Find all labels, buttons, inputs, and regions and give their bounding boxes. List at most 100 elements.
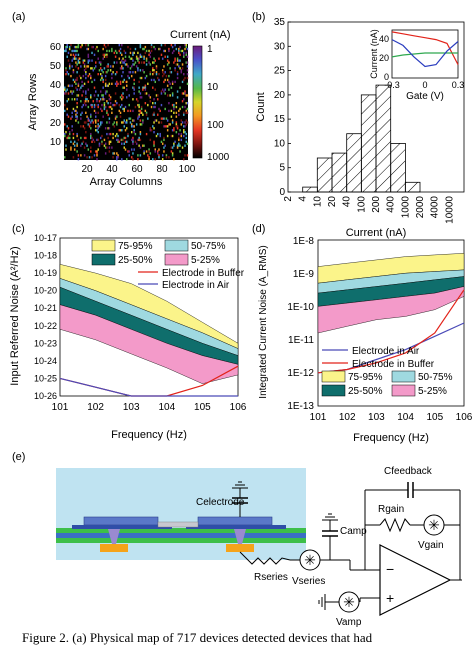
heatmap-cell	[124, 105, 127, 109]
heatmap-cell	[148, 148, 150, 151]
plot-d-ylabel: Integrated Current Noise (A_RMS)	[258, 245, 269, 398]
heatmap-cell	[98, 142, 101, 145]
x-tick: 104	[397, 412, 414, 423]
heatmap-cell	[67, 51, 70, 55]
histogram-xlabel: Current (nA)	[346, 227, 407, 239]
legend-label: 5-25%	[418, 386, 447, 397]
heatmap-cell	[127, 74, 129, 78]
heatmap-cell	[161, 154, 164, 157]
heatmap-cell	[128, 55, 130, 58]
heatmap-cell	[184, 47, 186, 51]
heatmap-cell	[117, 82, 119, 85]
colorbar-tick: 1000	[207, 152, 230, 163]
heatmap-cell	[71, 49, 73, 53]
heatmap-cell	[155, 71, 158, 74]
heatmap-cell	[93, 67, 96, 70]
heatmap-cell	[137, 59, 139, 62]
heatmap-cell	[82, 125, 85, 128]
heatmap-cell	[99, 123, 102, 126]
plot-d-bands	[317, 253, 465, 334]
heatmap-cell	[86, 65, 88, 68]
heatmap-cell	[161, 74, 164, 78]
heatmap-cell	[126, 119, 128, 122]
heatmap-cell	[168, 123, 170, 126]
heatmap-cell	[168, 49, 170, 53]
heatmap-cell	[98, 125, 101, 128]
heatmap-cell	[81, 142, 83, 145]
heatmap-cell	[77, 94, 80, 97]
y-tick: 35	[274, 17, 286, 28]
heatmap-cell	[72, 132, 75, 136]
y-tick: 10-19	[34, 268, 57, 278]
heatmap-cell	[122, 80, 124, 84]
heatmap-cell	[153, 57, 155, 60]
heatmap-cell	[161, 71, 164, 74]
heatmap-cell	[139, 132, 142, 136]
heatmap-cell	[153, 111, 155, 114]
heatmap-cell	[86, 115, 88, 118]
heatmap-cell	[173, 105, 175, 109]
heatmap-cell	[106, 49, 108, 53]
heatmap-cell	[148, 156, 150, 159]
heatmap-cell	[175, 111, 178, 114]
heatmap-cell	[184, 121, 186, 124]
heatmap-cell	[143, 152, 145, 155]
heatmap-cell	[183, 129, 185, 132]
y-tick: 1E-11	[288, 335, 314, 346]
heatmap-cell	[140, 55, 143, 58]
heatmap-cell	[183, 125, 185, 128]
y-tick: 1E-10	[287, 302, 314, 313]
heatmap-cell	[71, 115, 73, 118]
heatmap-cell	[112, 103, 114, 107]
heatmap-cell	[174, 44, 176, 47]
heatmap-cell	[66, 71, 68, 74]
heatmap-cell	[124, 59, 127, 62]
heatmap-cell	[77, 57, 80, 60]
heatmap-cell	[113, 51, 116, 55]
heatmap-cell	[174, 140, 176, 143]
heatmap-cell	[180, 132, 183, 136]
heatmap-cell	[72, 69, 75, 72]
inset-x-tick: 0	[422, 80, 427, 90]
heatmap-cell	[95, 121, 97, 124]
heatmap-cell	[186, 73, 189, 76]
heatmap-cell	[98, 100, 101, 103]
heatmap-cell	[76, 115, 78, 118]
heatmap-cell	[132, 51, 134, 55]
heatmap-cell	[81, 105, 83, 109]
plot-c-lines	[59, 365, 239, 397]
heatmap-cell	[137, 117, 139, 120]
heatmap-cell	[80, 45, 82, 49]
heatmap-cell	[65, 148, 67, 151]
heatmap-cell	[145, 150, 148, 153]
legend-label: 25-50%	[348, 386, 383, 397]
heatmap-cell	[123, 125, 126, 128]
heatmap-cell	[98, 61, 101, 64]
heatmap-cell	[173, 127, 175, 130]
heatmap-cell	[144, 76, 147, 80]
label-vgain: Vgain	[418, 540, 444, 551]
heatmap-cell	[168, 102, 170, 105]
heatmap-cell	[70, 74, 72, 78]
heatmap-cell	[97, 131, 99, 134]
heatmap-cell	[144, 86, 147, 89]
x-tick: 40	[106, 164, 118, 175]
y-tick: 10-22	[34, 321, 57, 331]
heatmap-cell	[178, 47, 180, 51]
heatmap-cell	[176, 76, 179, 80]
heatmap-cell	[85, 136, 87, 140]
heatmap-cell	[132, 152, 134, 155]
heatmap-cell	[160, 53, 163, 56]
heatmap-cell	[152, 125, 154, 128]
heatmap-cell	[176, 57, 179, 60]
heatmap-cell	[111, 73, 113, 76]
heatmap-cell	[119, 82, 122, 85]
heatmap-cell	[154, 47, 157, 51]
heatmap-cell	[138, 144, 140, 147]
heatmap-cell	[128, 76, 130, 80]
legend-label: Electrode in Air	[352, 346, 420, 357]
heatmap-cell	[77, 59, 80, 62]
heatmap-cell	[64, 103, 66, 107]
heatmap-cell	[175, 131, 178, 134]
heatmap-cell	[103, 44, 106, 47]
